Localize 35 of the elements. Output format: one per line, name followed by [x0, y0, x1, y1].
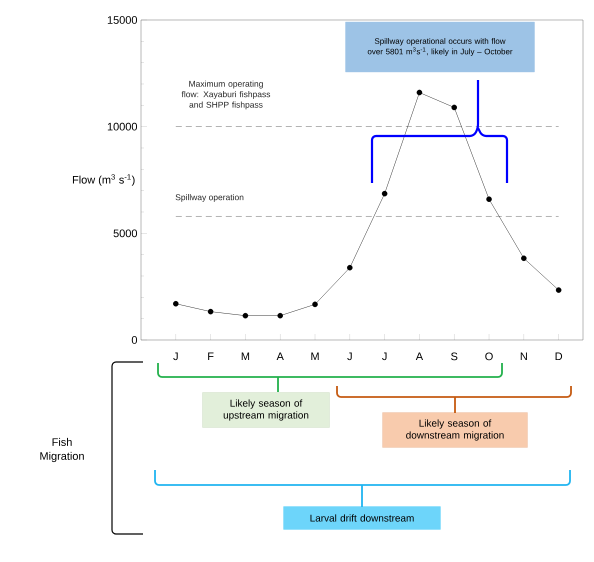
x-tick-label: J — [173, 352, 178, 360]
y-tick-label: 5000 — [114, 229, 138, 238]
point — [208, 308, 214, 314]
x-tick-label: M — [242, 352, 250, 360]
text: Likely season of upstream migration — [224, 399, 308, 421]
x-tick-label: A — [276, 352, 284, 360]
x-tick-label: F — [208, 352, 214, 360]
text: Fish Migration — [40, 438, 84, 462]
text: Likely season of downstream migration — [406, 419, 504, 441]
point — [382, 190, 388, 196]
point — [521, 256, 527, 262]
y-tick-label: 10000 — [108, 122, 138, 131]
point — [347, 264, 353, 270]
y-tick-label: 0 — [132, 336, 138, 344]
x-tick-label: S — [451, 352, 458, 360]
point — [486, 196, 492, 202]
x-tick-label: J — [347, 352, 352, 360]
y-tick-label: 15000 — [108, 16, 138, 24]
x-tick-label: D — [556, 352, 562, 360]
x-tick-label: J — [382, 352, 387, 360]
point — [451, 104, 458, 110]
text: Larval drift downstream — [310, 514, 414, 522]
x-tick-label: O — [485, 352, 493, 360]
point — [312, 302, 318, 308]
x-tick-label: M — [311, 352, 319, 360]
point — [277, 312, 284, 318]
point — [556, 287, 562, 293]
point — [173, 300, 179, 307]
point — [242, 312, 248, 318]
point — [416, 90, 422, 96]
x-tick-label: N — [520, 352, 527, 360]
x-tick-label: A — [416, 352, 424, 360]
y-axis-title: Flow (m$^{3}$ s$^{-1}$) — [72, 174, 135, 186]
ref-line-label: Spillway operation — [176, 194, 244, 202]
ref-line-label: Maximum operating flow: Xayaburi fishpass and SHPP fishpass — [182, 80, 270, 110]
